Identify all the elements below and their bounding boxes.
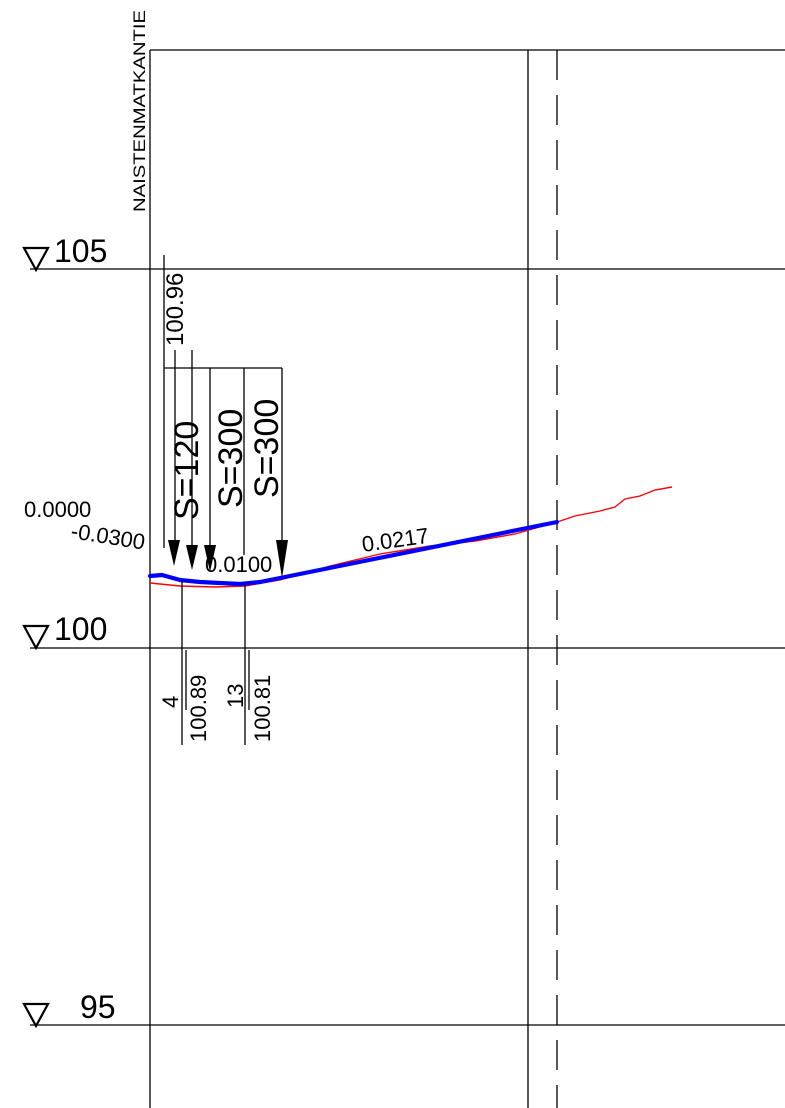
arrow-down-icon [186,545,198,570]
level-marker-95: 95 [22,989,116,1029]
station-label-1: 4 [158,696,183,708]
elevation-label-1: 100.89 [186,675,211,742]
level-label-105: 105 [54,233,107,269]
road-name-label: NAISTENMATKANTIE [130,10,149,212]
bottom-label-group-2: 13 100.81 [223,650,275,742]
level-marker-100: 100 [22,611,107,651]
level-triangle-icon [22,246,50,273]
design-profile-line [147,519,560,587]
grid-frame [30,49,785,1108]
curve-label-1: S=120 [168,421,206,520]
curve-leaders [163,255,283,555]
grade-down-label: -0.0300 [69,518,147,554]
level-label-100: 100 [54,611,107,647]
terrain-line [149,486,673,588]
curve-label-3: S=300 [248,399,286,498]
station-label-2: 13 [223,684,248,708]
curve-label-2: S=300 [212,409,250,508]
grade-start-label: 0.0000 [24,497,91,522]
elevation-label-2: 100.81 [250,675,275,742]
level-marker-105: 105 [22,233,107,273]
bottom-label-group-1: 4 100.89 [158,650,211,742]
level-triangle-icon [22,624,50,651]
elevation-top-label: 100.96 [162,273,189,346]
level-triangle-icon [22,1002,50,1029]
arrow-down-icon [276,540,288,578]
grade-mid-label: 0.0100 [205,552,272,577]
level-label-95: 95 [80,989,116,1025]
arrow-down-icon [204,545,216,572]
arrow-down-icon [168,540,180,566]
curve-arrows [168,540,288,578]
